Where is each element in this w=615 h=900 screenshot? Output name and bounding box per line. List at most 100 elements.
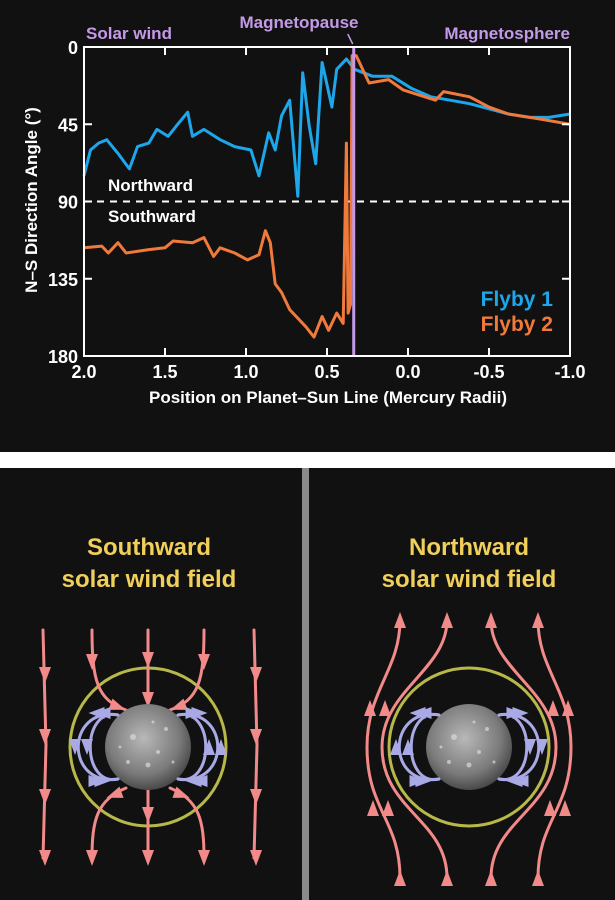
crater (492, 760, 496, 764)
x-tick-label: 2.0 (71, 362, 96, 382)
solar-wind-label: Solar wind (86, 24, 172, 43)
arrowhead (562, 700, 574, 716)
arrowhead (86, 850, 98, 866)
y-tick-label: 45 (58, 115, 78, 135)
x-axis-title: Position on Planet–Sun Line (Mercury Rad… (149, 388, 507, 407)
arrowhead (106, 786, 124, 798)
chart-background (0, 0, 615, 452)
loop-arrowhead (69, 739, 81, 755)
arrowhead (382, 800, 394, 816)
loop-arrowhead (409, 775, 426, 787)
y-tick-label: 135 (48, 270, 78, 290)
magnetopause-pointer (347, 33, 354, 45)
arrowhead (367, 800, 379, 816)
arrowhead (559, 800, 571, 816)
northward-label: Northward (108, 176, 193, 195)
x-tick-label: 0.0 (395, 362, 420, 382)
arrowhead (441, 870, 453, 886)
arrowhead (86, 654, 98, 670)
southward-label: Southward (108, 207, 196, 226)
loop-arrowhead (203, 739, 215, 755)
field-arrowhead (250, 729, 262, 745)
y-axis-title: N–S Direction Angle (°) (22, 107, 41, 293)
arrowhead (108, 698, 126, 710)
mercury-planet (426, 704, 512, 790)
arrowhead (544, 800, 556, 816)
mercury-planet (105, 704, 191, 790)
arrowhead (485, 870, 497, 886)
x-tick-label: 0.5 (314, 362, 339, 382)
separator (0, 452, 615, 468)
arrowhead (198, 654, 210, 670)
crater (171, 760, 175, 764)
series-line-flyby-2 (83, 54, 571, 339)
arrowhead (142, 652, 154, 668)
field-arrowhead (39, 667, 51, 683)
solar-wind-field-line (380, 618, 449, 880)
arrowhead (364, 700, 376, 716)
arrowhead (170, 698, 188, 710)
crater (466, 762, 472, 768)
arrowhead (142, 850, 154, 866)
crater (151, 720, 155, 724)
arrowhead (394, 612, 406, 628)
arrowhead (394, 870, 406, 886)
loop-arrowhead (402, 739, 414, 755)
crater (447, 760, 451, 764)
loop-arrowhead (191, 775, 208, 787)
arrowhead (441, 612, 453, 628)
loop-arrowhead (215, 739, 227, 755)
legend-entry-flyby-1: Flyby 1 (481, 288, 554, 311)
crater (126, 760, 130, 764)
field-arrowhead (250, 667, 262, 683)
arrowhead (532, 612, 544, 628)
arrowhead (532, 870, 544, 886)
arrowhead (172, 786, 190, 798)
crater (485, 727, 489, 731)
arrowhead (485, 612, 497, 628)
field-arrowhead (39, 729, 51, 745)
x-tick-label: -0.5 (473, 362, 504, 382)
crater (118, 745, 122, 749)
loop-arrowhead (512, 707, 529, 719)
line-chart: Northward Southward Magnetopause Solar wind… (22, 13, 586, 407)
loop-arrowhead (88, 775, 105, 787)
arrowhead (379, 700, 391, 716)
solar-wind-field-line (536, 618, 573, 880)
northward-field-diagram (364, 612, 574, 886)
x-tick-label: 1.0 (233, 362, 258, 382)
crater (439, 745, 443, 749)
loop-arrowhead (536, 739, 548, 755)
y-tick-label: 90 (58, 193, 78, 213)
crater (156, 750, 160, 754)
loop-arrowhead (81, 739, 93, 755)
series-line-flyby-1 (82, 57, 571, 198)
crater (477, 750, 481, 754)
crater (451, 734, 457, 740)
arrowhead (547, 700, 559, 716)
x-tick-label: -1.0 (554, 362, 585, 382)
arrowhead (142, 692, 154, 708)
loop-arrowhead (524, 739, 536, 755)
crater (472, 720, 476, 724)
y-tick-label: 0 (68, 38, 78, 58)
left-diagram-title-line2: solar wind field (62, 566, 237, 593)
field-arrowhead (250, 789, 262, 805)
arrowhead (198, 850, 210, 866)
southward-field-diagram (39, 628, 262, 866)
loop-arrowhead (191, 707, 208, 719)
left-diagram-title-line1: Southward (87, 534, 211, 561)
loop-arrowhead (409, 707, 426, 719)
field-arrowhead (39, 789, 51, 805)
right-diagram-title-line1: Northward (409, 534, 529, 561)
magnetopause-label: Magnetopause (239, 13, 358, 32)
right-diagram-title-line2: solar wind field (382, 566, 557, 593)
loop-arrowhead (512, 775, 529, 787)
magnetosphere-label: Magnetosphere (444, 24, 570, 43)
loop-arrowhead (390, 739, 402, 755)
field-arrowhead (250, 850, 262, 866)
crater (145, 762, 151, 768)
field-arrowhead (39, 850, 51, 866)
solar-wind-field-line (365, 618, 402, 880)
